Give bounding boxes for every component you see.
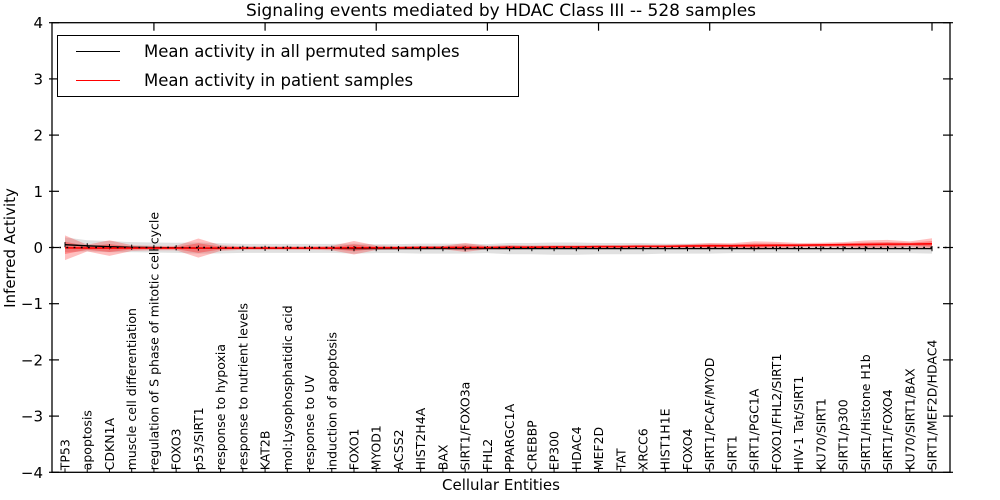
x-tick-label: KU70/SIRT1/BAX — [902, 368, 917, 470]
x-tick-label: BAX — [435, 444, 450, 470]
x-tick-label: SIRT1 — [724, 435, 739, 470]
y-tick-label: 3 — [33, 70, 43, 88]
y-tick-label: 0 — [33, 239, 43, 257]
y-axis-label: Inferred Activity — [1, 188, 19, 308]
x-tick-label: FOXO1 — [347, 429, 362, 471]
x-tick-label: SIRT1/p300 — [836, 399, 851, 470]
x-tick-label: ACSS2 — [391, 429, 406, 470]
legend-item-permuted: Mean activity in all permuted samples — [58, 37, 518, 66]
y-tick-label: −2 — [21, 351, 43, 369]
x-tick-label: muscle cell differentiation — [124, 308, 139, 470]
chart-title: Signaling events mediated by HDAC Class … — [246, 1, 756, 21]
y-tick-label: −4 — [21, 464, 43, 482]
x-tick-label: SIRT1/PCAF/MYOD — [702, 358, 717, 471]
x-tick-label: HIST1H1E — [658, 408, 673, 470]
legend-line-red-icon — [76, 80, 120, 82]
y-tick-label: 4 — [33, 14, 43, 32]
x-tick-label: p53/SIRT1 — [191, 407, 206, 470]
y-tick-label: 1 — [33, 183, 43, 201]
x-tick-label: SIRT1/PGC1A — [747, 388, 762, 470]
x-tick-label: regulation of S phase of mitotic cell cy… — [146, 212, 161, 471]
legend-label-permuted: Mean activity in all permuted samples — [144, 41, 460, 61]
x-tick-label: PPARGC1A — [502, 403, 517, 470]
permuted-band — [65, 237, 933, 255]
x-tick-label: SIRT1/FOXO3a — [458, 382, 473, 471]
x-tick-label: FHL2 — [480, 439, 495, 471]
x-tick-label: XRCC6 — [636, 428, 651, 470]
x-tick-label: HIV-1 Tat/SIRT1 — [791, 376, 806, 471]
x-tick-label: SIRT1/Histone H1b — [858, 354, 873, 470]
x-tick-label: KAT2B — [258, 431, 273, 471]
x-tick-label: TP53 — [58, 439, 73, 471]
x-tick-label: response to UV — [302, 375, 317, 470]
y-tick-label: −3 — [21, 408, 43, 426]
plot-area: 4 3 2 1 0 −1 −2 −3 −4 TP53 apoptosis CDKN1A muscle c… — [21, 14, 953, 482]
x-tick-label: apoptosis — [80, 410, 95, 470]
legend-line-black-icon — [76, 50, 120, 52]
x-tick-label: mol:Lysophosphatidic acid — [280, 305, 295, 470]
x-tick-label: HIST2H4A — [413, 407, 428, 470]
x-tick-label: MEF2D — [591, 427, 606, 470]
x-tick-label: KU70/SIRT1 — [813, 398, 828, 470]
x-tick-label: SIRT1/FOXO4 — [880, 389, 895, 470]
legend-item-patient: Mean activity in patient samples — [58, 66, 518, 95]
x-tick-label: induction of apoptosis — [324, 332, 339, 470]
x-tick-label: HDAC4 — [569, 426, 584, 470]
x-tick-label: FOXO4 — [680, 428, 695, 470]
x-tick-label: CDKN1A — [102, 417, 117, 470]
x-tick-label: EP300 — [547, 431, 562, 470]
y-tick-label: 2 — [33, 127, 43, 145]
legend: Mean activity in all permuted samples Me… — [57, 35, 519, 97]
x-tick-label: MYOD1 — [369, 425, 384, 470]
legend-label-patient: Mean activity in patient samples — [144, 71, 414, 91]
x-axis-label: Cellular Entities — [442, 476, 560, 494]
x-tick-label: CREBBP — [524, 420, 539, 470]
x-tick-label: SIRT1/MEF2D/HDAC4 — [925, 340, 940, 471]
x-tick-label: response to nutrient levels — [235, 303, 250, 470]
x-tick-label: response to hypoxia — [213, 344, 228, 470]
x-tick-label: FOXO3 — [169, 429, 184, 471]
x-tick-label: TAT — [613, 448, 628, 471]
x-tick-label: FOXO1/FHL2/SIRT1 — [769, 354, 784, 471]
y-tick-label: −1 — [21, 295, 43, 313]
